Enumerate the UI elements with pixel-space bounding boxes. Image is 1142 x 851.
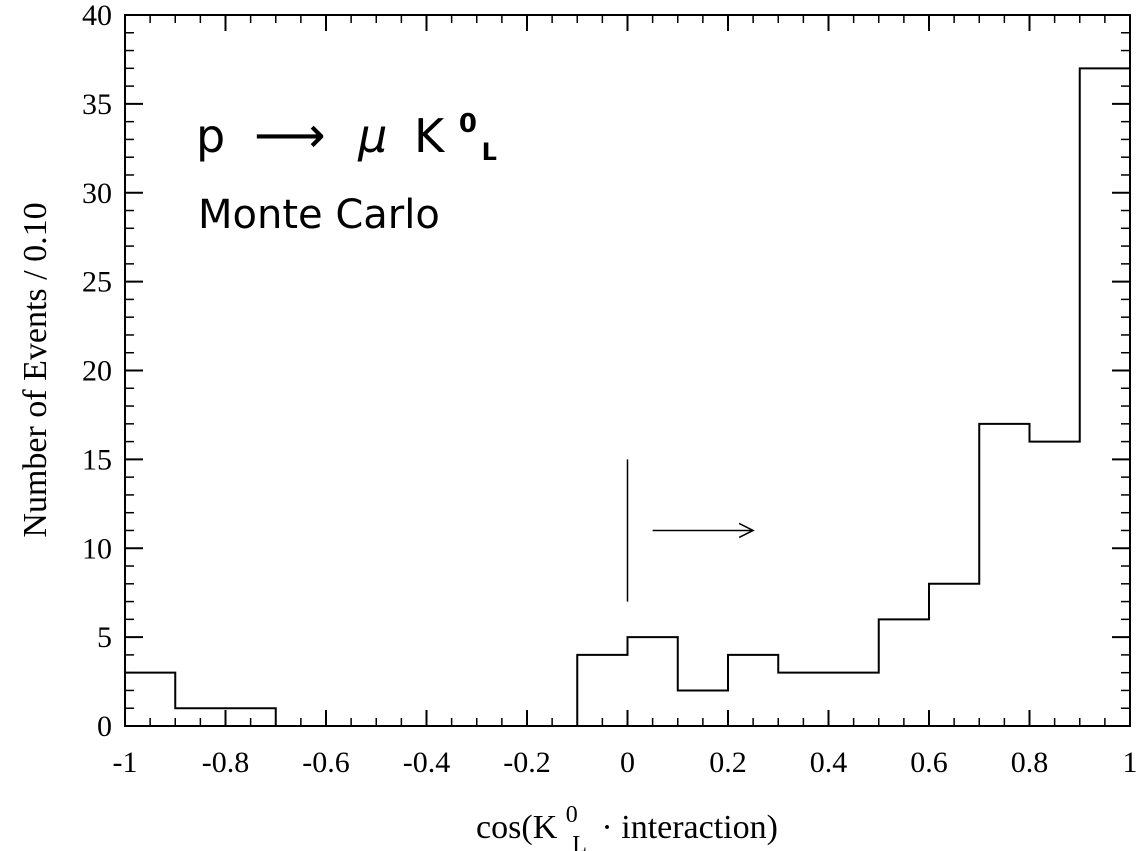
x-tick-label: -0.6 — [302, 746, 350, 779]
x-tick-label: 0.8 — [1011, 746, 1049, 779]
y-tick-label: 35 — [82, 88, 112, 121]
x-axis-label-sub: L — [572, 832, 587, 851]
annotation-label: Monte Carlo — [198, 192, 440, 238]
x-axis-label: cos(K 0 L · interaction) — [476, 793, 778, 851]
y-tick-label: 40 — [82, 0, 112, 32]
cut-arrow-head — [738, 522, 755, 539]
annotation-kaon-sub: L — [482, 138, 497, 166]
y-tick-labels: 0 5 10 15 20 25 30 35 40 — [82, 0, 112, 743]
x-axis-label-suffix: · interaction) — [601, 809, 778, 846]
annotation-kaon: K — [414, 109, 446, 163]
y-tick-label: 30 — [82, 177, 112, 210]
x-axis-label-prefix: cos(K — [476, 809, 558, 846]
y-tick-label: 20 — [82, 355, 112, 388]
annotation-proton: p — [196, 109, 225, 163]
y-tick-label: 10 — [82, 532, 112, 565]
x-tick-label: 0.4 — [810, 746, 848, 779]
y-axis-label: Number of Events / 0.10 — [17, 202, 54, 537]
y-tick-label: 15 — [82, 443, 112, 476]
annotation-muon: μ — [357, 109, 387, 163]
annotation-kaon-sup: 0 — [459, 109, 477, 139]
x-tick-label: 1 — [1123, 746, 1138, 779]
histogram-series — [124, 67, 1131, 727]
x-tick-labels: -1 -0.8 -0.6 -0.4 -0.2 0 0.2 0.4 0.6 0.8 1 — [113, 746, 1138, 779]
x-tick-label: 0 — [620, 746, 635, 779]
y-tick-label: 25 — [82, 266, 112, 299]
annotation-arrow: ⟶ — [254, 106, 326, 164]
x-tick-label: -0.2 — [503, 746, 551, 779]
y-tick-label: 5 — [97, 621, 112, 654]
x-tick-label: 0.2 — [709, 746, 747, 779]
x-tick-label: -0.8 — [202, 746, 250, 779]
annotation-process: p ⟶ μ K 0 L — [196, 89, 497, 166]
x-axis-label-sup: 0 — [566, 802, 578, 828]
y-tick-marks — [125, 14, 1130, 727]
x-tick-label: -0.4 — [403, 746, 451, 779]
x-tick-label: -1 — [113, 746, 138, 779]
y-tick-label: 0 — [97, 710, 112, 743]
x-tick-label: 0.6 — [910, 746, 948, 779]
